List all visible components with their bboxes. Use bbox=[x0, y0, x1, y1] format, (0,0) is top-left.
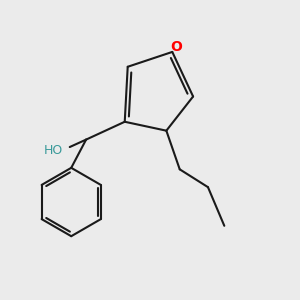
Text: O: O bbox=[170, 40, 182, 54]
Text: HO: HO bbox=[44, 143, 63, 157]
